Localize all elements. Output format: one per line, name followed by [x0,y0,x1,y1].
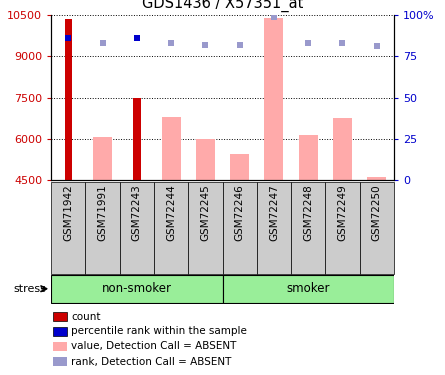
Bar [325,182,360,274]
Text: GSM72244: GSM72244 [166,184,176,242]
Bar [291,182,325,274]
Bar [154,182,188,274]
Bar [120,182,154,274]
Bar [65,19,72,180]
Bar [188,182,222,274]
Bar [51,182,85,274]
Title: GDS1436 / X57351_at: GDS1436 / X57351_at [142,0,303,12]
Bar [222,182,257,274]
Text: GSM72248: GSM72248 [303,184,313,242]
Text: count: count [71,312,101,321]
Text: non-smoker: non-smoker [102,282,172,295]
Text: GSM72250: GSM72250 [372,184,382,241]
Bar [360,182,394,274]
Bar [230,154,249,180]
Bar [333,118,352,180]
Text: GSM72246: GSM72246 [235,184,245,242]
Text: smoker: smoker [287,282,330,295]
Bar [264,18,283,180]
Text: GSM71942: GSM71942 [63,184,73,242]
Text: GSM72247: GSM72247 [269,184,279,242]
Bar [93,137,112,180]
Text: GSM72243: GSM72243 [132,184,142,242]
Text: percentile rank within the sample: percentile rank within the sample [71,327,247,336]
Text: rank, Detection Call = ABSENT: rank, Detection Call = ABSENT [71,357,231,366]
Text: GSM72245: GSM72245 [200,184,210,242]
Bar [196,139,215,180]
Bar [299,135,318,180]
Text: GSM72249: GSM72249 [337,184,348,242]
Text: GSM71991: GSM71991 [97,184,108,242]
Bar [51,274,223,303]
Bar [133,98,141,180]
Text: value, Detection Call = ABSENT: value, Detection Call = ABSENT [71,342,237,351]
Bar [367,177,386,180]
Bar [222,274,394,303]
Bar [257,182,291,274]
Text: stress: stress [14,284,47,294]
Bar [85,182,120,274]
Bar [162,117,181,180]
